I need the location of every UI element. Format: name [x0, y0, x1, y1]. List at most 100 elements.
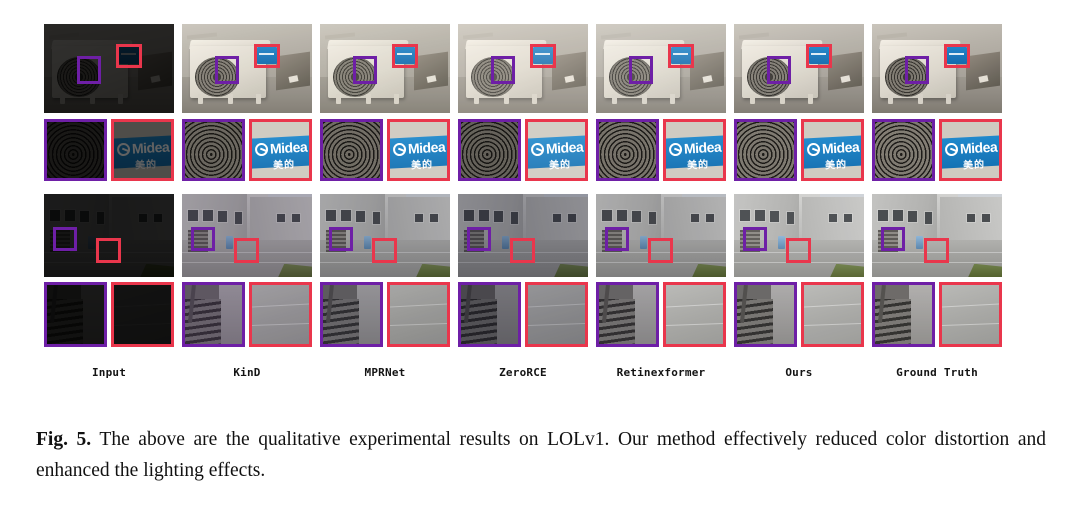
midea-chinese-text: 美的	[824, 159, 847, 172]
midea-mark-icon	[255, 142, 269, 156]
midea-logo: Midea	[255, 139, 308, 157]
yard-window	[292, 214, 300, 222]
cell-retinexformer-courtyard	[596, 194, 726, 277]
scene-image-air-conditioner	[182, 24, 312, 113]
yard-grass	[278, 263, 312, 277]
yard-window	[893, 210, 903, 221]
yard-window	[373, 212, 380, 224]
yard-window	[691, 214, 699, 222]
midea-chinese-text: 美的	[548, 159, 571, 172]
yard-window	[568, 214, 576, 222]
yard-window	[430, 214, 438, 222]
midea-mark-icon	[393, 142, 407, 156]
crop-pavement	[939, 282, 1002, 347]
yard-window	[65, 210, 75, 221]
crop-stairs	[734, 282, 797, 347]
courtyard-artwork	[320, 194, 450, 277]
yard-window	[415, 214, 423, 222]
ac-crate	[276, 51, 310, 91]
yard-trash-bin	[778, 236, 785, 249]
cell-retinexformer-scene	[596, 24, 726, 113]
cell-ours-scene	[734, 24, 864, 113]
pavement-seam	[114, 303, 171, 308]
courtyard-artwork	[44, 194, 174, 277]
cell-retinexformer-crops: Midea 美的	[596, 119, 726, 181]
ac-leg	[474, 94, 479, 104]
figure-number: Fig. 5.	[36, 429, 92, 450]
yard-ground-seam	[182, 262, 312, 263]
pavement-seam	[666, 303, 723, 308]
stairs-artwork	[323, 285, 380, 344]
crop-pavement	[249, 282, 312, 347]
fan-grille-artwork	[461, 122, 518, 178]
ac-fan-hub	[213, 74, 221, 81]
crop-pair: Midea 美的	[182, 119, 312, 181]
crop-midea-label: Midea 美的	[387, 119, 450, 181]
midea-chinese-text: 美的	[272, 159, 295, 172]
pavement-seam	[390, 303, 447, 308]
yard-grass	[830, 263, 864, 277]
stairs-wall	[495, 285, 518, 344]
midea-chinese-text: 美的	[962, 159, 985, 172]
yard-window	[97, 212, 104, 224]
figure-caption: Fig. 5. The above are the qualitative ex…	[36, 424, 1046, 486]
crop-stairs	[872, 282, 935, 347]
pavement-seam	[252, 322, 309, 326]
row-scene-courtyard	[44, 194, 1036, 277]
crop-pair	[182, 282, 312, 347]
ac-brand-label	[119, 47, 139, 64]
crop-fan-grille	[44, 119, 107, 181]
pavement-seam	[666, 322, 723, 326]
ac-artwork	[596, 24, 726, 113]
crop-pair: Midea 美的	[44, 119, 174, 181]
midea-mark-icon	[117, 142, 131, 156]
yard-window	[341, 210, 351, 221]
yard-window	[982, 214, 990, 222]
yard-window	[878, 210, 888, 221]
yard-ground-seam	[734, 262, 864, 263]
pavement-artwork	[390, 285, 447, 344]
pavement-seam	[942, 322, 999, 326]
yard-window	[326, 210, 336, 221]
fan-grille-artwork	[875, 122, 932, 178]
midea-logo: Midea	[117, 139, 170, 157]
ac-artwork	[458, 24, 588, 113]
ac-artwork	[872, 24, 1002, 113]
yard-stairs	[188, 230, 208, 252]
crop-pair	[458, 282, 588, 347]
yard-grass	[968, 263, 1002, 277]
ac-leg	[612, 94, 617, 104]
crop-midea-label: Midea 美的	[525, 119, 588, 181]
cell-ours-courtyard	[734, 194, 864, 277]
stairs-wall	[771, 285, 794, 344]
column-label-mprnet: MPRNet	[364, 366, 406, 379]
stairs-wall	[633, 285, 656, 344]
midea-logo: Midea	[669, 139, 722, 157]
stairs-artwork	[185, 285, 242, 344]
yard-window	[188, 210, 198, 221]
crop-pavement	[387, 282, 450, 347]
column-label-retinexformer: Retinexformer	[616, 366, 706, 379]
crop-pair	[320, 282, 450, 347]
cell-kind-courtyard	[182, 194, 312, 277]
yard-window	[139, 214, 147, 222]
cell-ground-truth-crops: Midea 美的	[872, 119, 1002, 181]
cell-zerorce-scene	[458, 24, 588, 113]
column-labels: Input KinD MPRNet ZeroRCE Retinexformer …	[44, 366, 1036, 379]
yard-window	[511, 212, 518, 224]
scene-image-courtyard	[320, 194, 450, 277]
yard-window	[479, 210, 489, 221]
row-scene-air-conditioner	[44, 24, 1036, 113]
pavement-artwork	[114, 285, 171, 344]
midea-label-artwork: Midea 美的	[252, 122, 309, 178]
ac-fan-hub	[489, 74, 497, 81]
ac-crate	[690, 51, 724, 91]
yard-stairs	[326, 230, 346, 252]
yard-ground-seam	[182, 252, 312, 253]
crop-pair: Midea 美的	[872, 119, 1002, 181]
ac-leg	[118, 94, 123, 104]
midea-mark-icon	[531, 142, 545, 156]
yard-trash-bin	[502, 236, 509, 249]
midea-logo: Midea	[531, 139, 584, 157]
